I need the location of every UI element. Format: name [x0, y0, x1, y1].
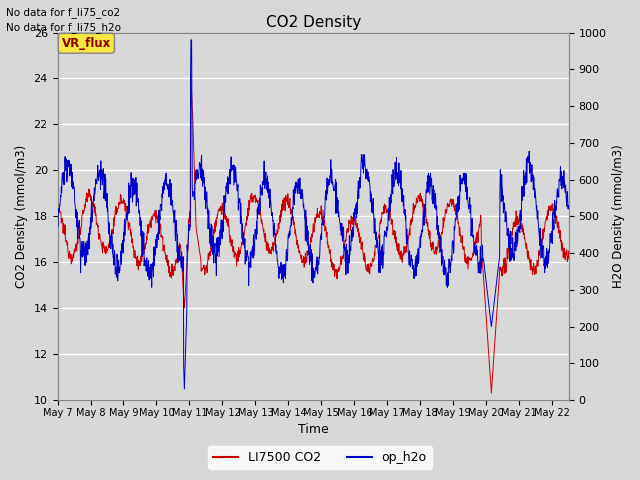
Text: No data for f_li75_h2o: No data for f_li75_h2o — [6, 22, 122, 33]
Title: CO2 Density: CO2 Density — [266, 15, 361, 30]
Y-axis label: H2O Density (mmol/m3): H2O Density (mmol/m3) — [612, 144, 625, 288]
Text: VR_flux: VR_flux — [61, 37, 111, 50]
Y-axis label: CO2 Density (mmol/m3): CO2 Density (mmol/m3) — [15, 144, 28, 288]
Text: No data for f_li75_co2: No data for f_li75_co2 — [6, 7, 120, 18]
Legend: LI7500 CO2, op_h2o: LI7500 CO2, op_h2o — [209, 446, 431, 469]
X-axis label: Time: Time — [298, 423, 328, 436]
